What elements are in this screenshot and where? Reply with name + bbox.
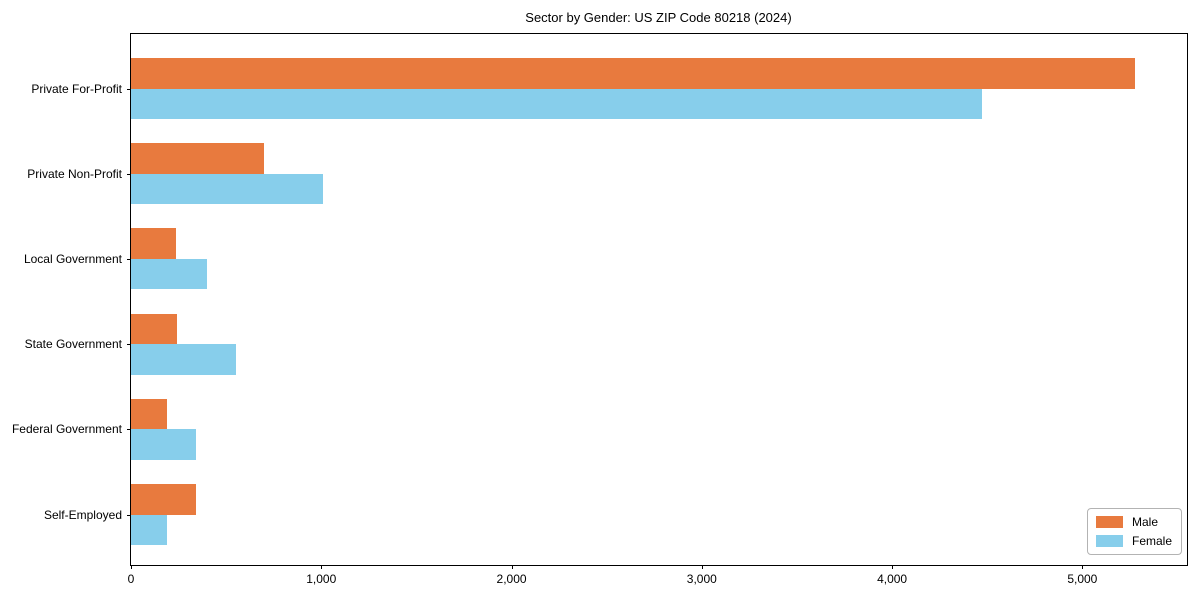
bar-female-local-government <box>131 258 208 290</box>
ytick-label-private-for-profit: Private For-Profit <box>31 81 122 96</box>
bar-female-private-non-profit <box>131 173 323 205</box>
xtick-label-2000: 2,000 <box>496 572 527 586</box>
ytick-mark <box>127 88 131 90</box>
xtick-mark <box>321 565 323 569</box>
bar-male-local-government <box>131 228 176 259</box>
bar-male-private-non-profit <box>131 143 264 174</box>
legend-entry-female: Female <box>1095 534 1172 548</box>
plot-area: Private For-Profit Private Non-Profit Loca… <box>12 33 1188 586</box>
legend-entry-male: Male <box>1095 515 1172 529</box>
bar-male-private-for-profit <box>131 58 1136 89</box>
xtick-mark <box>131 565 132 569</box>
xtick-mark <box>892 565 894 569</box>
xtick-label-5000: 5,000 <box>1067 572 1098 586</box>
ytick-label-self-employed: Self-Employed <box>43 507 122 522</box>
legend-swatch-male <box>1095 516 1123 528</box>
ytick-label-private-non-profit: Private Non-Profit <box>27 166 122 181</box>
xtick-mark <box>1082 565 1084 569</box>
xtick-label-3000: 3,000 <box>686 572 717 586</box>
ytick-label-state-government: State Government <box>24 337 122 352</box>
legend-label-female: Female <box>1131 534 1172 548</box>
legend-swatch-female <box>1095 535 1123 547</box>
ytick-mark <box>127 514 131 516</box>
ytick-mark <box>127 173 131 175</box>
bar-female-federal-government <box>131 429 196 460</box>
ytick-label-federal-government: Federal Government <box>11 422 122 437</box>
xtick-label-0: 0 <box>127 572 135 586</box>
legend-label-male: Male <box>1131 515 1158 529</box>
xtick-mark <box>511 565 513 569</box>
xtick-label-4000: 4,000 <box>877 572 908 586</box>
bar-male-state-government <box>131 313 178 345</box>
bar-female-state-government <box>131 344 236 375</box>
xtick-label-1000: 1,000 <box>306 572 337 586</box>
chart-title: Sector by Gender: US ZIP Code 80218 (202… <box>525 10 792 25</box>
bar-female-private-for-profit <box>131 88 983 119</box>
bar-female-self-employed <box>131 514 167 545</box>
xtick-mark <box>701 565 703 569</box>
ytick-label-local-government: Local Government <box>23 251 122 266</box>
legend: Male Female <box>1086 508 1182 555</box>
bar-male-self-employed <box>131 484 196 515</box>
ytick-mark <box>127 344 131 346</box>
bar-male-federal-government <box>131 398 167 430</box>
ytick-mark <box>127 258 131 260</box>
ytick-mark <box>127 429 131 431</box>
